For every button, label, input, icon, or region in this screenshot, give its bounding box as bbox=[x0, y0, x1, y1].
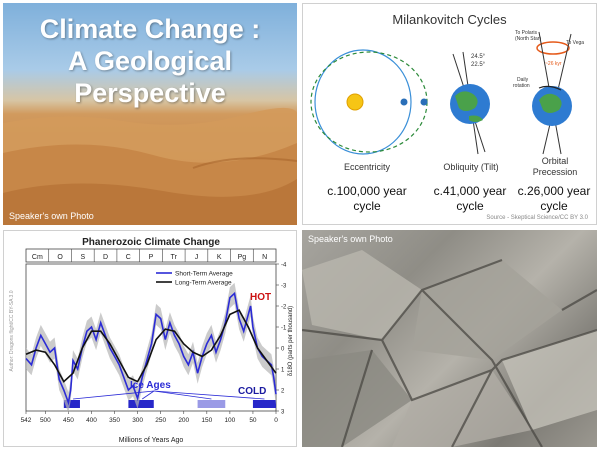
x-tick-label: 100 bbox=[224, 417, 235, 424]
y-tick-label: 1 bbox=[281, 368, 285, 374]
period-label: Pg bbox=[238, 254, 247, 261]
daily-label-1: Daily bbox=[517, 77, 529, 83]
title-line-3: Perspective bbox=[74, 78, 226, 108]
period-label: Cm bbox=[32, 254, 43, 261]
cold-label: COLD bbox=[238, 386, 266, 397]
cracked-rock-image bbox=[302, 250, 597, 447]
ice-age-arrow bbox=[142, 390, 155, 400]
x-axis-label: Millions of Years Ago bbox=[119, 437, 184, 444]
ice-age-arrow bbox=[73, 390, 155, 400]
legend-label-long: Long-Term Average bbox=[175, 280, 232, 287]
y-tick-label: -1 bbox=[281, 326, 287, 332]
earth-near-icon bbox=[400, 98, 408, 106]
rock-photo-panel: Speaker's own Photo bbox=[302, 230, 597, 447]
period-label: P bbox=[149, 254, 154, 261]
y-tick-label: -2 bbox=[281, 305, 287, 311]
phanerozoic-chart: Phanerozoic Climate Change Cm O S D C P Tr J K Pg N… bbox=[9, 237, 294, 444]
short-term-series-line bbox=[25, 291, 277, 406]
x-tick-label: 350 bbox=[109, 417, 120, 424]
x-tick-label: 500 bbox=[40, 417, 51, 424]
period-label: D bbox=[103, 254, 108, 261]
precession-cycle: c.26,000 year cycle bbox=[517, 184, 591, 213]
y-tick-label: -3 bbox=[281, 284, 287, 290]
milankovitch-diagram: 24.5° 22.5° To Polaris (North Star) To V… bbox=[310, 30, 584, 155]
x-tick-label: 400 bbox=[86, 417, 97, 424]
daily-label-2: rotation bbox=[513, 83, 530, 89]
period-label: C bbox=[126, 254, 131, 261]
period-band bbox=[25, 248, 277, 263]
y-tick-label: 3 bbox=[281, 410, 285, 416]
ice-age-arrow bbox=[153, 390, 212, 400]
polaris-label: To Polaris bbox=[515, 30, 537, 36]
y-axis-label: δ18O (parts per thousand) bbox=[288, 306, 294, 376]
north-star-label: (North Star) bbox=[515, 36, 541, 42]
precession-label: Orbital Precession bbox=[532, 156, 578, 177]
title-line-2: A Geological bbox=[67, 46, 233, 76]
elliptical-orbit bbox=[310, 51, 428, 153]
period-label: O bbox=[57, 254, 63, 261]
period-label: N bbox=[262, 254, 267, 261]
ice-age-bar bbox=[63, 400, 80, 408]
slide-title: Climate Change : A Geological Perspectiv… bbox=[3, 13, 297, 109]
ice-age-arrow bbox=[153, 390, 265, 400]
sun-icon bbox=[346, 93, 364, 111]
period-label: S bbox=[80, 254, 85, 261]
obliquity-cycle: c.41,000 year cycle bbox=[433, 184, 507, 213]
period-label: J bbox=[195, 254, 199, 261]
title-photo-panel: Climate Change : A Geological Perspectiv… bbox=[3, 3, 297, 225]
phanerozoic-chart-panel: Phanerozoic Climate Change Cm O S D C P Tr J K Pg N… bbox=[3, 230, 297, 447]
earth-far-icon bbox=[420, 98, 428, 106]
y-tick-label: 0 bbox=[281, 347, 285, 353]
angle-label-2: 22.5° bbox=[471, 62, 486, 68]
photo-credit: Speaker's own Photo bbox=[308, 234, 393, 244]
ice-age-bar bbox=[128, 400, 154, 408]
obliquity-label: Obliquity (Tilt) bbox=[443, 162, 499, 172]
kyr-label: ~26 kyr bbox=[545, 61, 562, 67]
precession-circle bbox=[536, 41, 570, 55]
hot-label: HOT bbox=[250, 292, 271, 303]
chart-title: Phanerozoic Climate Change bbox=[82, 237, 220, 248]
x-tick-label: 0 bbox=[274, 417, 278, 424]
circular-orbit bbox=[314, 49, 412, 155]
x-tick-label: 542 bbox=[21, 417, 32, 424]
source-credit: Source - Skeptical Science/CC BY 3.0 bbox=[486, 215, 588, 221]
title-line-1: Climate Change : bbox=[39, 14, 261, 44]
legend-label-short: Short-Term Average bbox=[175, 271, 233, 278]
ice-age-bar bbox=[197, 400, 226, 408]
eccentricity-label: Eccentricity bbox=[343, 162, 390, 172]
eccentricity-cycle: c.100,000 year cycle bbox=[327, 184, 407, 213]
vega-label: To Vega bbox=[566, 40, 584, 46]
x-tick-label: 150 bbox=[201, 417, 212, 424]
x-tick-label: 200 bbox=[178, 417, 189, 424]
author-credit: Author: Dragons flight/CC BY-SA 3.0 bbox=[9, 290, 15, 371]
y-tick-label: -4 bbox=[281, 263, 287, 269]
x-tick-label: 250 bbox=[155, 417, 166, 424]
x-tick-label: 50 bbox=[249, 417, 257, 424]
angle-label-1: 24.5° bbox=[471, 54, 486, 60]
daily-rotation-arrow-icon bbox=[538, 85, 562, 91]
y-tick-label: 2 bbox=[281, 389, 285, 395]
ice-ages-label: Ice Ages bbox=[130, 380, 171, 391]
desert-dunes-image bbox=[3, 107, 297, 225]
long-term-series-line bbox=[25, 309, 277, 383]
ice-age-bar bbox=[252, 400, 276, 408]
plot-frame bbox=[25, 263, 277, 412]
period-label: Tr bbox=[171, 254, 178, 261]
x-tick-label: 300 bbox=[132, 417, 143, 424]
period-label: K bbox=[217, 254, 222, 261]
x-tick-label: 450 bbox=[63, 417, 74, 424]
milankovitch-title: Milankovitch Cycles bbox=[392, 12, 507, 27]
milankovitch-panel: Milankovitch Cycles 24.5° 22.5° To Polar… bbox=[302, 3, 597, 225]
photo-credit: Speaker's own Photo bbox=[9, 211, 94, 221]
